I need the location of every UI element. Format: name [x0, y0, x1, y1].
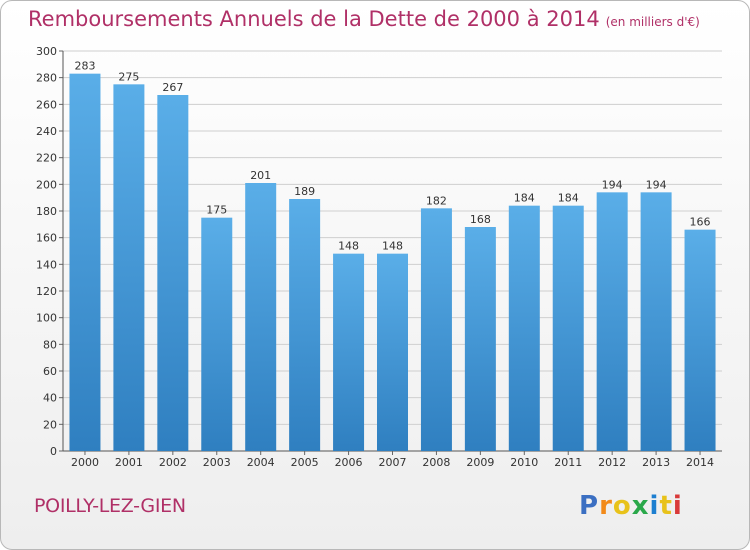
y-tick-label: 140 [36, 258, 57, 271]
x-tick-label-2001: 2001 [115, 456, 143, 469]
bar-2010 [508, 205, 540, 451]
chart-title: Remboursements Annuels de la Dette de 20… [28, 7, 700, 31]
data-label-2002: 267 [162, 81, 183, 94]
x-tick-label-2009: 2009 [466, 456, 494, 469]
bar-2000 [69, 73, 101, 452]
y-tick-label: 300 [36, 45, 57, 58]
logo-letter: r [599, 491, 613, 521]
data-label-2011: 184 [558, 192, 579, 205]
data-label-2000: 283 [74, 60, 95, 73]
y-tick-label: 260 [36, 98, 57, 111]
bar-2002 [157, 95, 189, 451]
x-tick-label-2013: 2013 [642, 456, 670, 469]
logo-letter: o [612, 491, 632, 521]
bar-2004 [245, 183, 277, 451]
y-tick-label: 60 [43, 365, 57, 378]
y-tick-label: 240 [36, 125, 57, 138]
data-label-2009: 168 [470, 213, 491, 226]
y-tick-label: 160 [36, 232, 57, 245]
bar-2009 [464, 227, 496, 451]
data-label-2006: 148 [338, 240, 359, 253]
logo-letter: P [579, 491, 600, 521]
logo-letter: i [672, 491, 683, 521]
data-label-2013: 194 [646, 178, 667, 191]
y-tick-label: 0 [50, 445, 57, 458]
x-tick-label-2006: 2006 [335, 456, 363, 469]
proxiti-logo: Proxiti [579, 491, 683, 521]
title-unit: (en milliers d'€) [605, 15, 700, 29]
x-tick-label-2010: 2010 [510, 456, 538, 469]
x-tick-label-2004: 2004 [247, 456, 275, 469]
x-tick-label-2011: 2011 [554, 456, 582, 469]
y-tick-label: 80 [43, 338, 57, 351]
x-tick-label-2007: 2007 [379, 456, 407, 469]
data-label-2001: 275 [118, 70, 139, 83]
x-tick-label-2003: 2003 [203, 456, 231, 469]
x-tick-label-2002: 2002 [159, 456, 187, 469]
title-main: Remboursements Annuels de la Dette de 20… [28, 7, 600, 31]
data-label-2012: 194 [602, 178, 623, 191]
bar-2006 [333, 253, 365, 451]
data-label-2008: 182 [426, 194, 447, 207]
town-name: POILLY-LEZ-GIEN [34, 495, 186, 517]
logo-letter: x [631, 491, 650, 521]
x-tick-label-2000: 2000 [71, 456, 99, 469]
y-tick-label: 180 [36, 205, 57, 218]
x-tick-label-2005: 2005 [291, 456, 319, 469]
data-label-2004: 201 [250, 169, 271, 182]
data-label-2005: 189 [294, 185, 315, 198]
y-tick-label: 120 [36, 285, 57, 298]
logo-letter: i [649, 491, 660, 521]
bar-2013 [640, 192, 672, 452]
y-tick-label: 40 [43, 392, 57, 405]
data-label-2003: 175 [206, 204, 227, 217]
bar-2001 [113, 84, 145, 451]
bar-2005 [289, 199, 321, 451]
bar-2012 [596, 192, 628, 452]
data-label-2007: 148 [382, 240, 403, 253]
y-tick-label: 280 [36, 72, 57, 85]
data-label-2010: 184 [514, 192, 535, 205]
x-tick-label-2008: 2008 [422, 456, 450, 469]
logo-letter: t [659, 491, 673, 521]
bar-2008 [420, 208, 452, 451]
data-label-2014: 166 [690, 216, 711, 229]
bar-2007 [377, 253, 408, 451]
y-tick-label: 20 [43, 418, 57, 431]
bar-2003 [201, 217, 233, 451]
x-tick-label-2014: 2014 [686, 456, 714, 469]
x-tick-label-2012: 2012 [598, 456, 626, 469]
bar-2014 [684, 229, 716, 451]
y-tick-label: 200 [36, 178, 57, 191]
y-tick-label: 100 [36, 312, 57, 325]
y-tick-label: 220 [36, 152, 57, 165]
bar-2011 [552, 205, 584, 451]
